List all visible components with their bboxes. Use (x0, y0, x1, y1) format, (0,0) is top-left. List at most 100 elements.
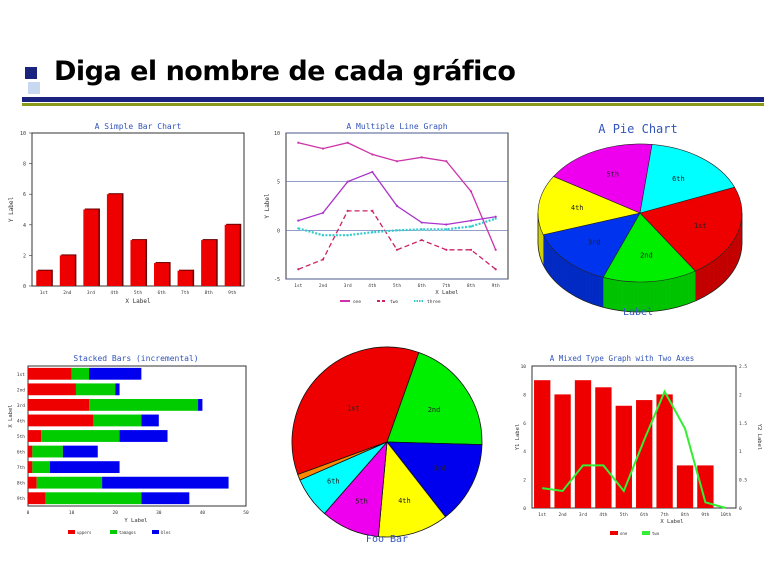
pie-slice (602, 212, 696, 283)
x-tick-label: 8th (205, 290, 213, 296)
pie-slice-side (669, 277, 674, 310)
y-tick-label: 9th (17, 496, 25, 502)
pie-slice-side (717, 254, 722, 289)
data-point (346, 234, 349, 237)
legend-swatch (110, 530, 117, 534)
pie-slice (386, 441, 483, 518)
pie-slice-side (579, 268, 584, 301)
y-tick-label: 7th (17, 465, 25, 471)
x-tick-label: 40 (200, 510, 206, 516)
y-tick-label: 2 (23, 253, 26, 259)
x-tick-label: 6th (157, 290, 165, 296)
pie-slice-side (673, 276, 678, 309)
stacked-bar-segment (115, 383, 120, 396)
pie-slice-side (596, 275, 600, 307)
x-tick-label: 4th (110, 290, 118, 296)
pie-slice-side (732, 236, 736, 272)
data-point (445, 223, 448, 226)
data-point (494, 217, 497, 220)
pie-slice-side (571, 263, 575, 297)
bar (177, 270, 193, 286)
bar (201, 240, 217, 286)
legend-label: three (427, 299, 441, 305)
data-point (469, 225, 473, 228)
x-tick-label: 5th (393, 283, 401, 289)
y2-tick-label: 0.5 (739, 478, 747, 484)
pie-slice-side (665, 278, 671, 310)
legend-label: uppers (77, 530, 92, 535)
data-point (420, 156, 423, 159)
legend-label: bles (161, 530, 171, 535)
y1-tick-label: 8 (523, 392, 526, 398)
chart-title: A Multiple Line Graph (346, 122, 447, 131)
data-point (494, 268, 497, 271)
pie-slice-side (708, 260, 714, 295)
x-tick-label: 10th (720, 512, 731, 518)
chart-title: Stacked Bars (incremental) (73, 354, 198, 363)
y1-tick-label: 6 (523, 421, 526, 427)
pie-slice-side (563, 258, 567, 291)
stacked-bar-segment (141, 492, 190, 505)
x-tick-label: 7th (442, 283, 450, 289)
x-tick-label: 4th (368, 283, 376, 289)
bar (83, 209, 99, 286)
bar (697, 465, 714, 508)
pie-slice-side (724, 247, 728, 283)
x-tick-label: 8th (467, 283, 475, 289)
x-tick-label: 3rd (579, 512, 587, 518)
bar (554, 394, 571, 508)
slice-label: 4th (398, 497, 411, 505)
data-point (445, 248, 448, 251)
bar (615, 405, 632, 508)
stacked-bar-segment (36, 476, 103, 489)
stacked-bar-segment (62, 445, 98, 458)
y1-tick-label: 4 (523, 449, 526, 455)
data-point (371, 153, 374, 156)
stacked-bar-segment (102, 476, 229, 489)
y-tick-label: 5th (17, 434, 25, 440)
y-tick-label: 3rd (17, 403, 25, 409)
legend-swatch (68, 530, 75, 534)
title-bullet-icon (25, 67, 37, 79)
pie-axis-label: Foo Bar (366, 534, 408, 545)
y1-tick-label: 2 (523, 478, 526, 484)
data-point (371, 209, 374, 212)
pie-slice-side (735, 233, 738, 268)
pie-slice-side (556, 252, 560, 286)
y-tick-label: 0 (23, 284, 26, 290)
bar (154, 263, 170, 286)
x-tick-label: 6th (418, 283, 426, 289)
slice-label: 2nd (428, 406, 441, 414)
data-point (494, 248, 497, 251)
data-point (321, 147, 325, 150)
pie-slice-side (661, 279, 667, 311)
y-axis-label: X Label (8, 404, 14, 427)
data-point (420, 228, 423, 231)
x-tick-label: 9th (701, 512, 709, 518)
x-tick-label: 7th (661, 512, 669, 518)
stacked-bar-segment (89, 398, 199, 411)
y-tick-label: 8th (17, 481, 25, 487)
stacked-bar-segment (28, 414, 94, 427)
x-tick-label: 9th (492, 283, 500, 289)
foo-bar-pie-chart: 1st 2nd 3rd 4th 5th 6th Foo Bar (291, 346, 483, 545)
stacked-bar-segment (28, 445, 33, 458)
pie-slice-side (583, 270, 587, 303)
x-tick-label: 4th (599, 512, 607, 518)
stacked-bar-segment (75, 383, 116, 396)
data-point (321, 211, 325, 214)
pie-slice-side (548, 243, 551, 277)
pie-slice-side (677, 275, 682, 308)
mixed-type-two-axes-chart: A Mixed Type Graph with Two Axes02468100… (515, 354, 762, 536)
pie-slice-side (658, 280, 663, 312)
y1-tick-label: 10 (521, 364, 527, 370)
stacked-bar-segment (28, 492, 46, 505)
slice-label: 5th (355, 497, 368, 505)
y-tick-label: 4th (17, 418, 25, 424)
y2-axis-label: Y2 Label (756, 424, 762, 451)
y2-tick-label: 0 (739, 506, 742, 512)
data-point (420, 238, 423, 242)
data-point (445, 228, 448, 231)
data-point (420, 221, 423, 224)
slice-label: 3rd (588, 239, 601, 247)
